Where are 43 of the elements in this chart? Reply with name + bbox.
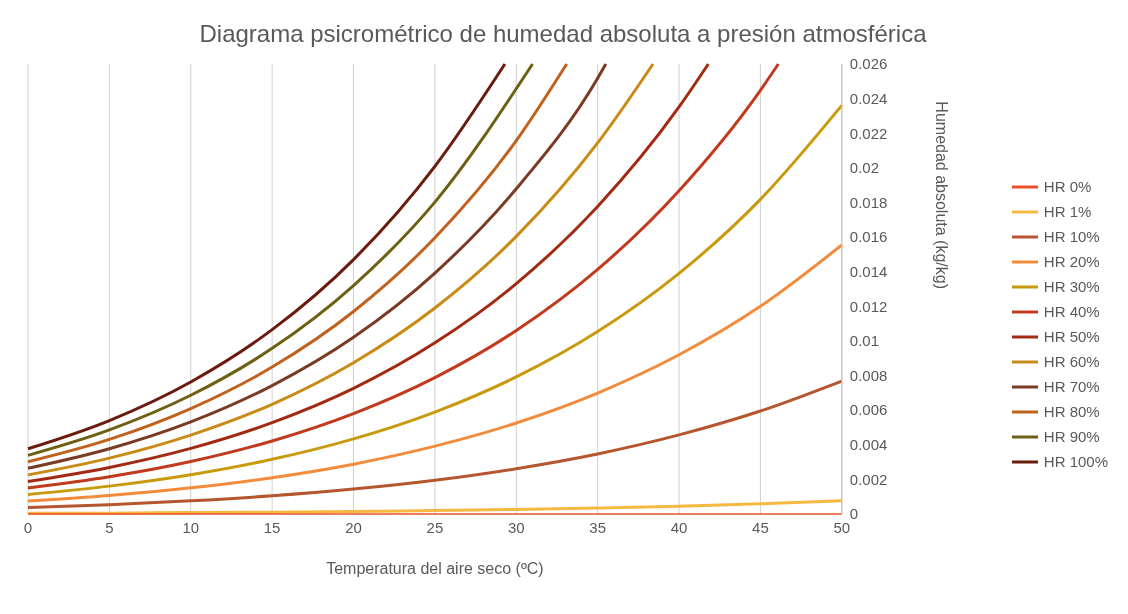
y-tick-label: 0.026	[849, 55, 888, 73]
y-tick-label: 0.01	[849, 332, 879, 350]
x-axis-title: Temperatura del aire seco (ºC)	[326, 560, 544, 577]
y-axis-title: Humedad absoluta (kg/kg)	[933, 101, 951, 289]
x-tick-label: 10	[182, 518, 200, 536]
x-tick-label: 25	[426, 518, 444, 536]
legend-label: HR 1%	[1043, 202, 1092, 222]
x-tick-label: 35	[589, 518, 606, 536]
y-tick-label: 0.008	[849, 366, 888, 384]
y-tick-label: 0.004	[849, 436, 888, 454]
y-tick-label: 0.016	[849, 228, 888, 246]
line-series	[26, 243, 844, 503]
y-tick-label: 0.022	[849, 124, 888, 142]
legend-label: HR 80%	[1043, 402, 1100, 422]
legend-label: HR 90%	[1043, 427, 1100, 447]
line-series	[26, 379, 844, 509]
x-tick-label: 5	[105, 518, 114, 536]
x-tick-label: 20	[345, 518, 362, 536]
x-tick-label: 30	[507, 518, 525, 536]
legend-label: HR 0%	[1043, 177, 1092, 197]
x-tick-label: 50	[833, 518, 851, 536]
x-tick-label: 45	[752, 518, 769, 536]
x-tick-label: 0	[23, 518, 33, 536]
y-tick-label: 0.014	[849, 263, 888, 281]
y-tick-label: 0.006	[849, 401, 888, 419]
legend-label: HR 100%	[1043, 452, 1108, 472]
y-tick-label: 0.018	[849, 193, 888, 211]
legend-label: HR 70%	[1043, 377, 1100, 397]
y-tick-label: 0	[849, 505, 859, 523]
y-tick-label: 0.02	[849, 159, 879, 177]
legend-label: HR 50%	[1043, 327, 1100, 347]
chart-title: Diagrama psicrométrico de humedad absoluta a presión atmosférica	[198, 20, 928, 48]
legend-label: HR 10%	[1043, 227, 1100, 247]
x-tick-label: 40	[670, 518, 688, 536]
y-tick-label: 0.024	[849, 89, 888, 107]
legend-label: HR 60%	[1043, 352, 1100, 372]
line-series	[26, 103, 844, 496]
legend-label: HR 20%	[1043, 252, 1100, 272]
legend-label: HR 30%	[1043, 277, 1100, 297]
y-tick-label: 0.002	[849, 470, 888, 488]
y-tick-label: 0.012	[849, 297, 888, 315]
x-tick-label: 15	[263, 518, 281, 536]
legend-label: HR 40%	[1043, 302, 1100, 322]
